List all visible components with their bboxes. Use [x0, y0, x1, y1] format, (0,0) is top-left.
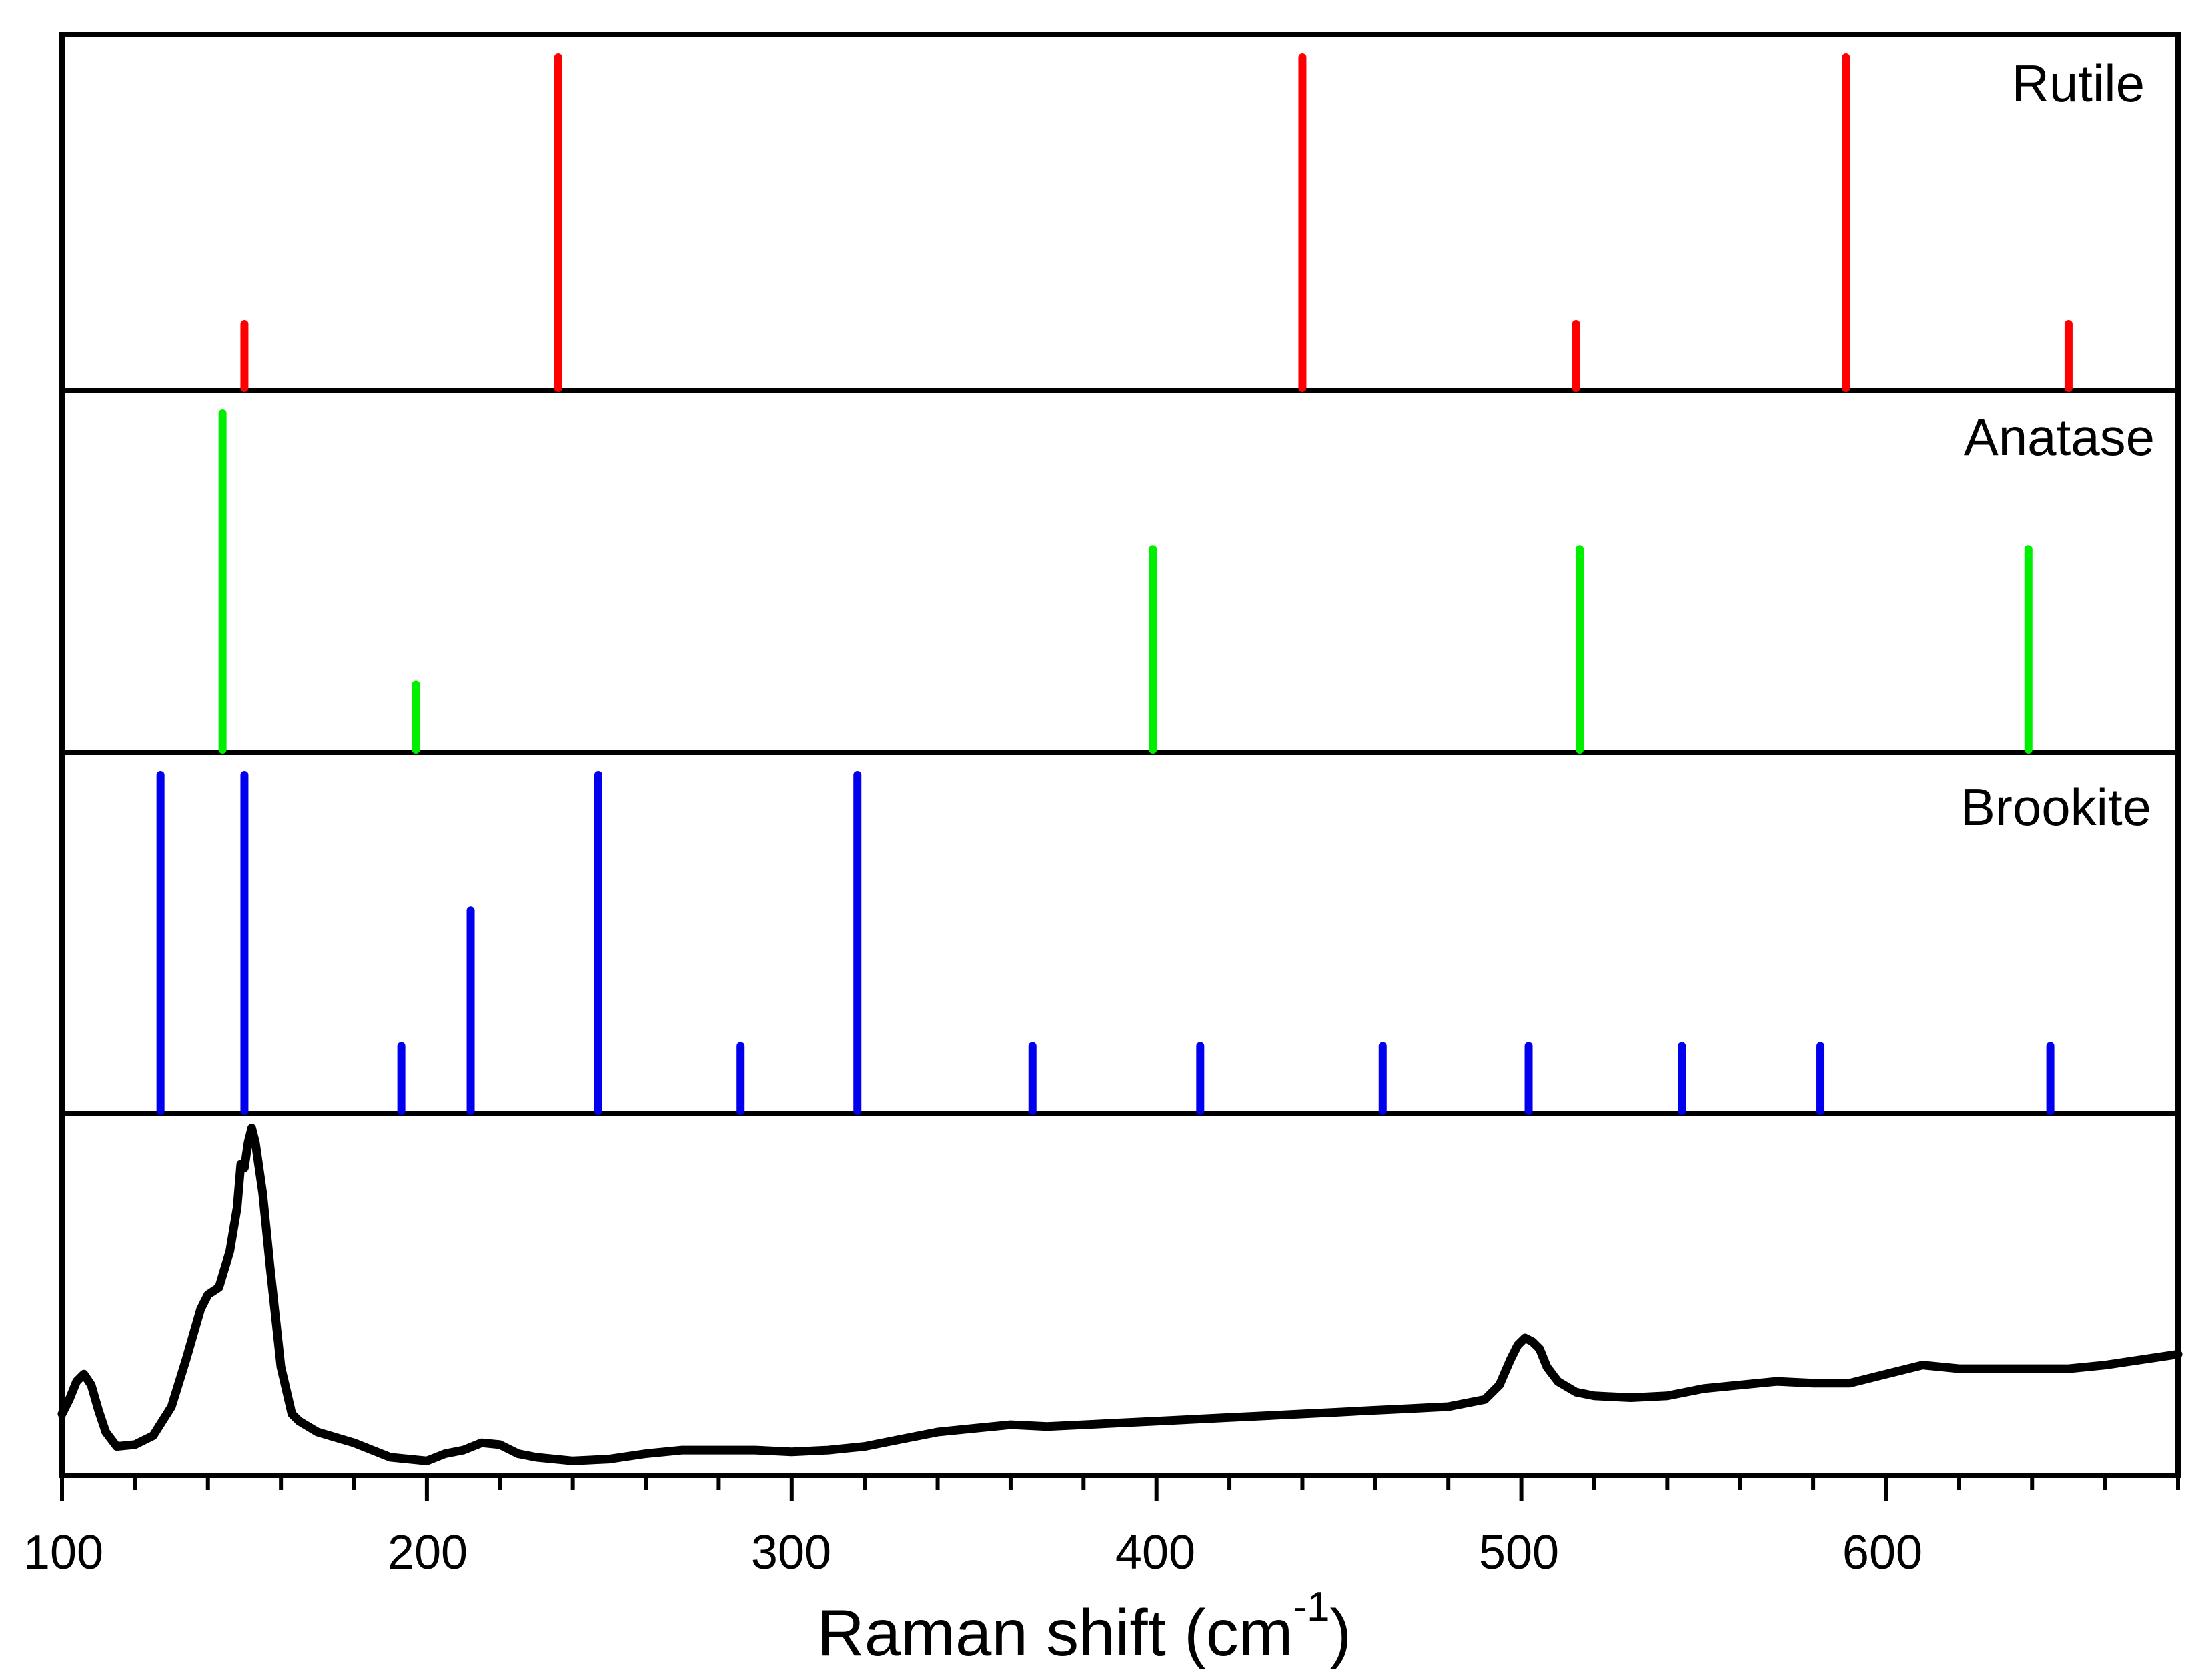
- panel-frame-1: [59, 32, 2181, 393]
- x-tick-label: 200: [388, 1526, 468, 1579]
- panel-frames: [59, 32, 2181, 1478]
- x-axis-title-superscript: -1: [1293, 1584, 1329, 1630]
- panel-label-rutile: Rutile: [2012, 54, 2145, 113]
- x-tick-label: 500: [1479, 1526, 1559, 1579]
- panel-frame-4: [59, 1111, 2181, 1478]
- x-tick-label: 600: [1842, 1526, 1922, 1579]
- x-axis-title: Raman shift (cm-1): [817, 1584, 1351, 1669]
- x-axis-ticks: [60, 1475, 2180, 1501]
- x-axis-title-main: Raman shift (cm: [817, 1596, 1293, 1669]
- x-tick-label: 300: [751, 1526, 831, 1579]
- x-tick-label: 100: [23, 1526, 103, 1579]
- panel-frame-2: [59, 388, 2181, 755]
- panel-frame-3: [59, 750, 2181, 1116]
- x-tick-label: 400: [1115, 1526, 1195, 1579]
- reference-peak-lines: [156, 53, 2073, 1115]
- sample-spectrum-line: [57, 1124, 2183, 1465]
- sample-spectrum-layer: [57, 1124, 2183, 1465]
- panel-label-brookite: Brookite: [1961, 778, 2151, 836]
- panel-label-anatase: Anatase: [1964, 407, 2155, 466]
- x-axis-title-suffix: ): [1330, 1596, 1352, 1669]
